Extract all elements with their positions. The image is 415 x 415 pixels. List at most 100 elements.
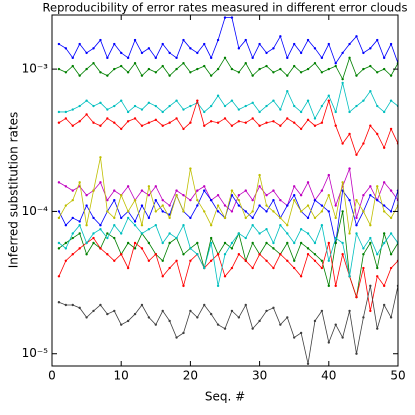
point — [355, 232, 358, 235]
point — [99, 38, 102, 42]
point — [306, 38, 310, 42]
point — [320, 189, 324, 192]
point — [64, 303, 68, 307]
point — [78, 42, 81, 46]
point — [106, 312, 109, 316]
point — [293, 336, 296, 339]
point — [341, 241, 344, 245]
point — [279, 224, 282, 227]
point — [209, 198, 213, 202]
point — [272, 99, 275, 102]
point — [258, 232, 261, 235]
point — [389, 127, 393, 131]
point — [154, 210, 157, 213]
point — [376, 38, 379, 42]
point — [99, 247, 102, 250]
point — [64, 247, 68, 250]
point — [306, 247, 310, 250]
point — [189, 309, 192, 313]
point — [376, 185, 379, 188]
point — [126, 266, 130, 270]
point — [133, 117, 137, 120]
point — [189, 198, 192, 202]
point — [203, 185, 206, 188]
point — [161, 241, 164, 245]
point — [272, 306, 275, 310]
point — [120, 253, 123, 256]
point — [327, 259, 330, 262]
point — [237, 194, 241, 197]
point — [244, 38, 247, 42]
point — [258, 124, 261, 127]
point — [209, 312, 213, 316]
point — [348, 275, 351, 278]
point — [182, 253, 185, 256]
point — [182, 224, 185, 227]
point — [306, 181, 310, 184]
point — [348, 198, 351, 202]
point — [71, 216, 74, 220]
point — [320, 71, 324, 74]
point — [189, 121, 192, 124]
point — [223, 216, 227, 220]
point — [299, 110, 303, 114]
point — [203, 266, 206, 270]
point — [57, 210, 61, 213]
point — [382, 210, 386, 213]
point — [348, 132, 351, 136]
point — [175, 189, 178, 192]
point — [251, 327, 254, 330]
point — [154, 104, 157, 108]
point — [223, 56, 227, 60]
x-tick-label: 40 — [321, 369, 336, 383]
point — [362, 210, 365, 213]
point — [265, 204, 268, 207]
point — [140, 108, 144, 111]
point — [175, 117, 178, 120]
point — [182, 127, 185, 131]
point — [272, 210, 275, 213]
point — [320, 104, 324, 108]
point — [334, 124, 337, 127]
point — [272, 241, 275, 245]
point — [320, 204, 324, 207]
point — [306, 253, 310, 256]
point — [92, 236, 95, 240]
point — [251, 56, 254, 60]
point — [299, 241, 303, 245]
point — [120, 323, 123, 326]
point — [230, 309, 234, 313]
point — [327, 194, 330, 197]
point — [209, 224, 213, 227]
point — [327, 67, 330, 71]
point — [265, 104, 268, 108]
point — [92, 241, 95, 245]
point — [106, 56, 109, 60]
point — [71, 64, 74, 68]
point — [320, 259, 324, 262]
point — [230, 241, 234, 245]
point — [78, 247, 81, 250]
point — [376, 104, 379, 108]
point — [293, 42, 296, 46]
series-line — [58, 285, 398, 364]
point — [140, 232, 144, 235]
point — [147, 185, 151, 188]
point — [140, 247, 144, 250]
point — [355, 295, 358, 299]
point — [244, 303, 247, 307]
point — [237, 198, 241, 202]
point — [258, 319, 261, 323]
point — [389, 42, 393, 46]
point — [120, 194, 123, 197]
point — [92, 309, 95, 313]
point — [203, 64, 206, 68]
point — [189, 47, 192, 50]
point — [299, 228, 303, 231]
point — [203, 210, 206, 213]
point — [216, 194, 220, 197]
point — [272, 198, 275, 202]
point — [389, 210, 393, 213]
point — [120, 51, 123, 55]
point — [78, 104, 81, 108]
